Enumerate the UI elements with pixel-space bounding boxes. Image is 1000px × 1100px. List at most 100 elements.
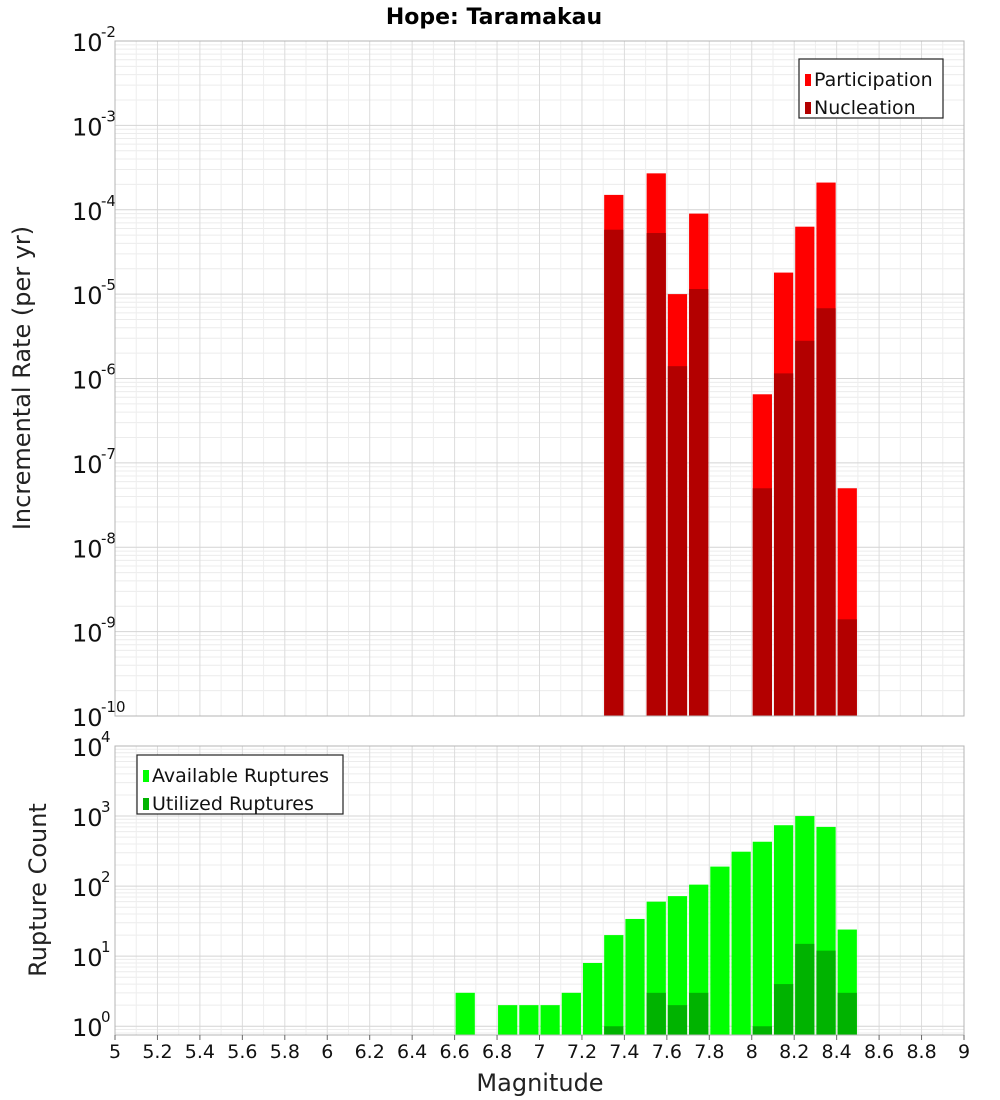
y-tick-label: 10 (72, 367, 103, 395)
bar (540, 1005, 560, 1035)
legend-box (798, 58, 944, 119)
top-y-axis-label: Incremental Rate (per yr) (8, 226, 36, 530)
bar (689, 289, 709, 716)
bar (689, 992, 709, 1035)
top-panel: 10-1010-910-810-710-610-510-410-310-2Par… (72, 23, 965, 732)
x-axis-label: Magnitude (476, 1069, 603, 1097)
series-nucleation (604, 229, 857, 717)
x-tick-label: 5.6 (227, 1041, 257, 1063)
bar (646, 233, 666, 716)
y-tick-exponent: -9 (101, 614, 116, 632)
bar (561, 992, 581, 1035)
y-tick-exponent: -5 (101, 276, 116, 294)
y-tick-label: 10 (72, 874, 103, 902)
bar (667, 896, 688, 1035)
bar (773, 373, 794, 716)
bar (752, 1026, 772, 1035)
bar (795, 943, 815, 1035)
y-tick-exponent: 0 (101, 1008, 111, 1026)
y-tick-exponent: 2 (101, 868, 111, 886)
x-tick-label: 6.2 (355, 1041, 385, 1063)
bar (519, 1005, 539, 1035)
bar (604, 229, 624, 717)
bar (667, 1005, 688, 1035)
plot-border (114, 40, 965, 717)
legend-label: Participation (814, 69, 933, 91)
y-tick-label: 10 (72, 1014, 103, 1042)
legend-swatch (143, 770, 149, 782)
bar (773, 825, 794, 1035)
bar (455, 992, 475, 1035)
x-tick-label: 8.2 (779, 1041, 809, 1063)
y-tick-label: 10 (72, 198, 103, 226)
bar (837, 619, 857, 716)
bar (646, 992, 666, 1035)
y-tick-exponent: -7 (101, 445, 116, 463)
y-tick-exponent: -6 (101, 361, 116, 379)
legend-swatch (805, 74, 811, 86)
legend-label: Available Ruptures (152, 765, 329, 787)
legend-swatch (805, 102, 811, 114)
x-tick-label: 8.8 (906, 1041, 936, 1063)
y-tick-label: 10 (72, 29, 103, 57)
x-tick-label: 5.8 (270, 1041, 300, 1063)
x-tick-label: 7.4 (609, 1041, 639, 1063)
x-tick-label: 5.2 (142, 1041, 172, 1063)
bar (625, 918, 645, 1035)
legend-label: Utilized Ruptures (152, 793, 314, 815)
legend-swatch (143, 798, 149, 810)
x-tick-label: 7.8 (694, 1041, 724, 1063)
y-tick-label: 10 (72, 944, 103, 972)
y-tick-exponent: -3 (101, 107, 116, 125)
bottom-y-axis-label: Rupture Count (24, 803, 52, 977)
bar (837, 992, 857, 1035)
x-tick-label: 7.2 (567, 1041, 597, 1063)
bar (604, 1026, 624, 1035)
x-tick-label: 6.4 (397, 1041, 427, 1063)
bar (604, 935, 624, 1035)
y-tick-exponent: -8 (101, 529, 116, 547)
legend-label: Nucleation (814, 97, 916, 119)
series-utilized-ruptures (604, 943, 857, 1035)
bar (710, 866, 730, 1035)
bar (498, 1005, 518, 1035)
x-tick-label: 8.4 (822, 1041, 852, 1063)
y-tick-exponent: 1 (101, 938, 111, 956)
bar (752, 488, 772, 716)
y-tick-label: 10 (72, 804, 103, 832)
y-tick-exponent: -10 (101, 698, 126, 716)
legend-box (136, 754, 344, 815)
x-tick-label: 7 (533, 1041, 545, 1063)
bar (773, 984, 794, 1035)
x-tick-label: 9 (958, 1041, 970, 1063)
x-tick-label: 5.4 (185, 1041, 215, 1063)
x-tick-label: 6 (321, 1041, 333, 1063)
y-tick-label: 10 (72, 704, 103, 732)
bar (731, 851, 751, 1035)
y-tick-label: 10 (72, 451, 103, 479)
y-tick-exponent: -4 (101, 192, 116, 210)
grid (115, 40, 964, 717)
y-tick-label: 10 (72, 113, 103, 141)
y-tick-label: 10 (72, 282, 103, 310)
legend: Participation Nucleation (798, 58, 944, 119)
bar (752, 841, 772, 1035)
bar (795, 340, 815, 716)
bar (667, 366, 688, 716)
y-tick-exponent: 3 (101, 798, 111, 816)
bar (816, 950, 836, 1035)
y-tick-exponent: 4 (101, 728, 111, 746)
x-tick-label: 6.6 (439, 1041, 469, 1063)
y-tick-label: 10 (72, 535, 103, 563)
x-tick-label: 8 (746, 1041, 758, 1063)
y-tick-exponent: -2 (101, 23, 116, 41)
x-tick-label: 7.6 (652, 1041, 682, 1063)
y-tick-label: 10 (72, 620, 103, 648)
bar (816, 308, 836, 716)
x-tick-label: 5 (109, 1041, 121, 1063)
x-tick-label: 8.6 (864, 1041, 894, 1063)
bar (582, 962, 603, 1035)
x-tick-label: 6.8 (482, 1041, 512, 1063)
